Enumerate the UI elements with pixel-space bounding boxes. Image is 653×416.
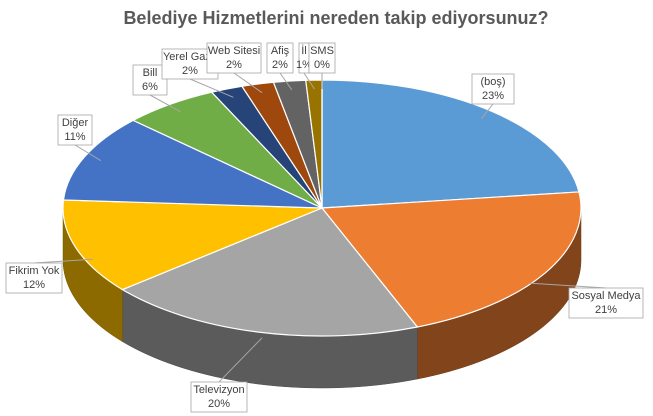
- value-label: 1%: [296, 59, 312, 71]
- pie-slice: [320, 191, 582, 328]
- pie-slice: [121, 207, 419, 337]
- leader-line: [189, 78, 234, 98]
- value-label: 12%: [23, 279, 45, 291]
- category-label: Afiş: [271, 45, 290, 57]
- value-label: 21%: [595, 304, 617, 316]
- value-label: 6%: [142, 81, 158, 93]
- value-label: 2%: [272, 59, 288, 71]
- label-box: [308, 42, 336, 74]
- value-label: 20%: [208, 398, 230, 410]
- label-box: [190, 381, 248, 413]
- category-label: Sosyal Medya: [571, 290, 641, 302]
- value-label: 23%: [482, 90, 504, 102]
- value-label: 2%: [226, 59, 242, 71]
- label-box: [5, 262, 63, 294]
- category-label: Fikrim Yok: [9, 265, 60, 277]
- pie-slice: [321, 79, 580, 209]
- leader-line: [480, 103, 494, 120]
- label-box: [568, 287, 644, 319]
- category-label: Web Sitesi: [208, 45, 260, 57]
- category-label: SMS: [310, 45, 334, 57]
- leader-line: [149, 94, 181, 113]
- category-label: Yerel Gaze: [163, 51, 217, 63]
- chart-title: Belediye Hizmetlerini nereden takip ediy…: [123, 8, 548, 28]
- value-label: 0%: [314, 59, 330, 71]
- label-box: [266, 42, 294, 74]
- pie-slice: [62, 199, 323, 291]
- label-box: [132, 64, 168, 96]
- leader-line: [218, 337, 263, 383]
- leader-line: [529, 282, 607, 289]
- leader-line: [303, 72, 315, 90]
- category-label: Televizyon: [193, 384, 244, 396]
- label-box: [471, 73, 515, 105]
- leader-line: [279, 72, 293, 91]
- label-box: [57, 114, 93, 146]
- value-label: 2%: [182, 65, 198, 77]
- pie-slice: [62, 119, 323, 209]
- category-label: Diğer: [62, 117, 89, 129]
- category-label: (boş): [480, 76, 505, 88]
- category-label: İl: [301, 44, 307, 57]
- leader-line: [74, 144, 102, 162]
- leader-line: [33, 258, 93, 264]
- value-label: 11%: [64, 131, 85, 143]
- category-label: Bill: [143, 67, 158, 79]
- label-box: [206, 42, 262, 74]
- leader-line: [233, 72, 263, 94]
